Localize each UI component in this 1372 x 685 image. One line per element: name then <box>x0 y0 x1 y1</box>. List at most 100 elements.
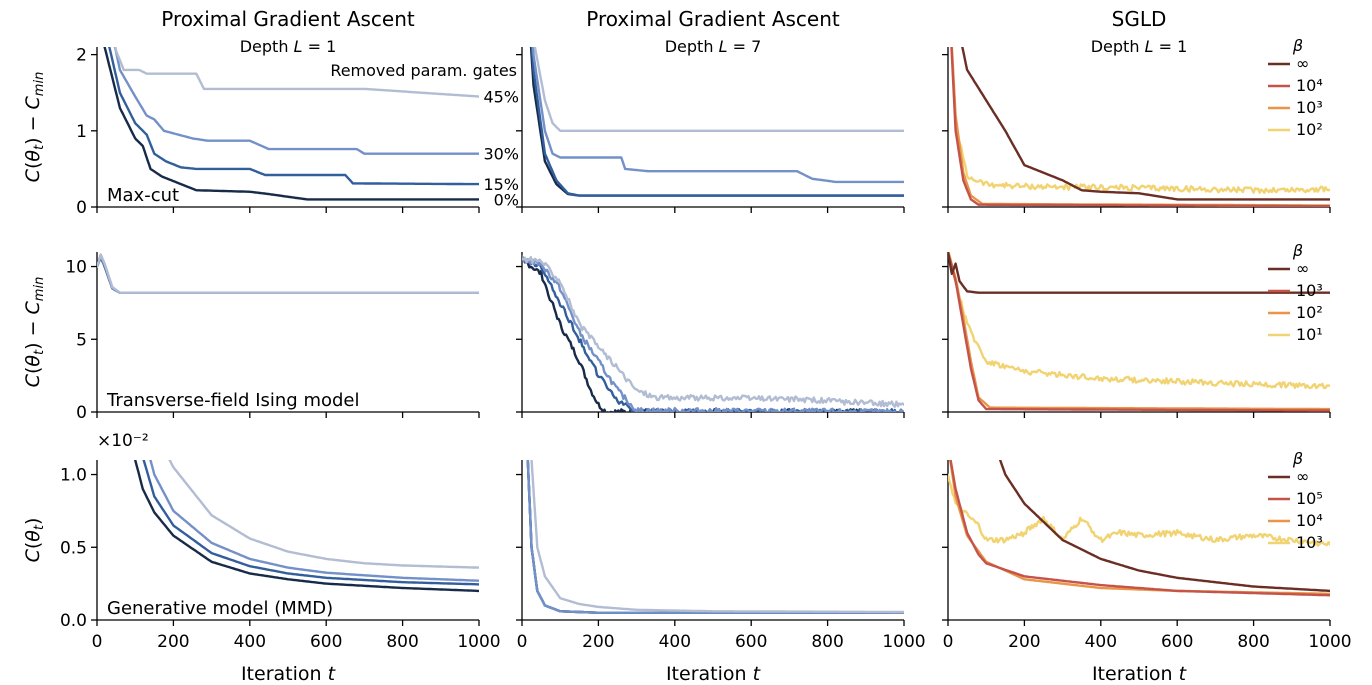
x-axis-label: Iteration t <box>241 663 337 685</box>
x-tick-label: 0 <box>92 632 103 652</box>
x-tick-label: 400 <box>659 632 691 652</box>
subplot-subtitle: Depth L = 1 <box>1091 37 1188 56</box>
series-line-0% <box>103 47 479 201</box>
y-tick-label: 10 <box>65 258 87 278</box>
legend-entry-∞: ∞ <box>1296 259 1309 278</box>
y-tick-label: 0.0 <box>60 611 87 631</box>
x-tick-label: 0 <box>517 632 528 652</box>
series-line-45% <box>530 460 904 614</box>
series-line-10² <box>948 252 1330 411</box>
series-line-45% <box>114 47 479 98</box>
subplot-r2c1: 0 200 400 600 800 1000 Iteration t <box>516 460 926 685</box>
y-tick-label: 2 <box>76 46 87 66</box>
x-tick-label: 200 <box>582 632 614 652</box>
series-line-10² <box>950 47 1330 194</box>
legend-entry-10²: 10² <box>1296 303 1323 322</box>
series-line-0% <box>97 253 479 294</box>
series-line-30% <box>526 460 904 614</box>
subplot-r2c2: 0 200 400 600 800 1000 Iteration t β∞ 10⁵ 10⁴ 10³ <box>942 449 1352 685</box>
series-line-15% <box>530 47 904 197</box>
series-end-label-45%: 45% <box>483 88 519 107</box>
series-line-45% <box>533 47 904 132</box>
series-line-10³ <box>948 252 1330 412</box>
legend-entry-∞: ∞ <box>1296 467 1309 486</box>
series-line-0% <box>526 460 904 614</box>
task-label: Max-cut <box>107 185 179 206</box>
series-end-label-0%: 0% <box>494 190 519 209</box>
series-line-15% <box>97 256 479 294</box>
series-line-30% <box>149 460 479 582</box>
x-tick-label: 600 <box>310 632 342 652</box>
series-line-45% <box>522 256 904 408</box>
y-tick-label: 1.0 <box>60 466 87 486</box>
x-tick-label: 0 <box>943 632 954 652</box>
legend-title: Removed param. gates <box>330 61 517 80</box>
x-tick-label: 400 <box>234 632 266 652</box>
x-tick-label: 600 <box>735 632 767 652</box>
x-tick-label: 200 <box>1008 632 1040 652</box>
series-line-30% <box>113 47 479 155</box>
subplot-title: Proximal Gradient Ascent <box>586 7 840 31</box>
legend-title: β <box>1292 241 1303 260</box>
series-line-15% <box>526 460 904 614</box>
series-line-0% <box>133 460 479 593</box>
series-line-30% <box>531 47 904 184</box>
legend-title: β <box>1292 36 1303 55</box>
series-end-label-15%: 15% <box>483 175 519 194</box>
subplot-r1c0: 0 5 10 C(θt) − Cmin Transverse-field Ising m… <box>22 252 480 423</box>
subplot-r0c0: 0 1 2 Proximal Gradient Ascent Depth L = 1 C(… <box>22 7 519 218</box>
subplot-title: SGLD <box>1112 7 1167 31</box>
legend-entry-10²: 10² <box>1296 120 1323 139</box>
legend-entry-10¹: 10¹ <box>1296 325 1323 344</box>
subplot-title: Proximal Gradient Ascent <box>161 7 415 31</box>
subplot-r0c1: Proximal Gradient Ascent Depth L = 7 <box>516 7 905 213</box>
legend-entry-10³: 10³ <box>1296 281 1323 300</box>
task-label: Generative model (MMD) <box>107 598 333 619</box>
y-tick-label: 0 <box>76 403 87 423</box>
series-end-label-30%: 30% <box>483 145 519 164</box>
x-axis-label: Iteration t <box>1092 663 1188 685</box>
x-tick-label: 200 <box>157 632 189 652</box>
legend-entry-∞: ∞ <box>1296 54 1309 73</box>
series-line-10⁵ <box>949 460 1330 597</box>
series-line-30% <box>522 255 904 412</box>
series-line-15% <box>108 47 479 186</box>
legend-entry-10⁴: 10⁴ <box>1296 76 1323 95</box>
x-tick-label: 400 <box>1085 632 1117 652</box>
x-tick-label: 800 <box>386 632 418 652</box>
subplot-r1c2: β∞ 10³ 10² 10¹ <box>942 241 1331 418</box>
subplot-subtitle: Depth L = 1 <box>240 37 337 56</box>
y-axis-label: C(θt) − Cmin <box>22 72 47 183</box>
legend-title: β <box>1292 449 1303 468</box>
series-line-15% <box>142 460 479 586</box>
legend-entry-10³: 10³ <box>1296 533 1323 552</box>
y-tick-label: 0.5 <box>60 538 87 558</box>
series-line-∞ <box>961 47 1330 201</box>
series-line-∞ <box>998 460 1330 593</box>
series-line-10¹ <box>948 252 1330 390</box>
subplot-r0c2: SGLD Depth L = 1 β∞ 10⁴ 10³ 10² <box>942 7 1331 213</box>
y-tick-label: 5 <box>76 330 87 350</box>
subplot-subtitle: Depth L = 7 <box>665 37 762 56</box>
series-line-15% <box>522 257 904 412</box>
y-axis-label: C(θt) − Cmin <box>22 277 47 388</box>
series-line-10³ <box>948 473 1330 547</box>
y-axis-label: C(θt) <box>22 518 47 563</box>
series-line-∞ <box>948 252 1330 294</box>
task-label: Transverse-field Ising model <box>106 390 360 411</box>
x-tick-label: 1000 <box>457 632 500 652</box>
series-line-0% <box>522 255 904 412</box>
x-tick-label: 800 <box>1237 632 1269 652</box>
legend-entry-10⁴: 10⁴ <box>1296 511 1323 530</box>
y-scale-multiplier: ×10⁻² <box>97 431 149 451</box>
series-line-45% <box>97 253 479 294</box>
y-tick-label: 1 <box>76 122 87 142</box>
series-line-10⁴ <box>950 47 1330 207</box>
x-tick-label: 1000 <box>882 632 925 652</box>
x-tick-label: 800 <box>811 632 843 652</box>
subplot-r1c1 <box>516 252 905 418</box>
series-line-45% <box>168 460 479 569</box>
y-tick-label: 0 <box>76 198 87 218</box>
x-axis-label: Iteration t <box>666 663 762 685</box>
